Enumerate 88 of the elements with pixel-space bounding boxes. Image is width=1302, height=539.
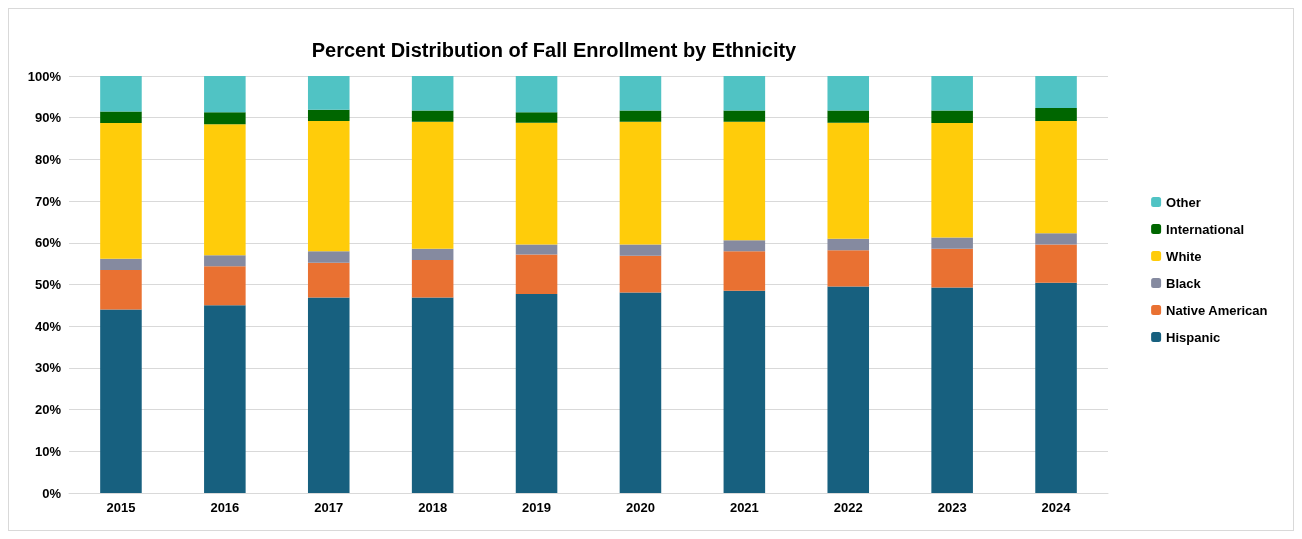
bar bbox=[827, 76, 870, 111]
legend-label: Other bbox=[1166, 194, 1201, 210]
bar bbox=[827, 122, 870, 239]
bar bbox=[515, 294, 558, 493]
y-tick-label: 60% bbox=[34, 235, 62, 251]
bar bbox=[931, 248, 973, 288]
bar bbox=[204, 76, 246, 113]
bar bbox=[100, 309, 142, 493]
legend-label: Hispanic bbox=[1166, 329, 1221, 345]
x-tick-label: 2021 bbox=[729, 500, 759, 515]
legend-label: International bbox=[1166, 221, 1245, 237]
bar bbox=[723, 290, 766, 493]
bar bbox=[307, 297, 350, 493]
bar bbox=[827, 250, 870, 287]
bar bbox=[515, 254, 558, 295]
y-tick-label: 80% bbox=[34, 151, 62, 167]
bar bbox=[931, 110, 973, 124]
y-tick-label: 0% bbox=[42, 485, 62, 501]
x-tick-label: 2017 bbox=[314, 500, 344, 515]
bar bbox=[827, 286, 870, 493]
x-tick-label: 2024 bbox=[1041, 500, 1072, 515]
bar bbox=[100, 123, 142, 259]
bar bbox=[515, 112, 558, 123]
bar bbox=[619, 110, 662, 122]
bar bbox=[723, 76, 766, 111]
bar bbox=[204, 266, 246, 306]
bar bbox=[827, 110, 870, 123]
bar bbox=[723, 240, 766, 252]
bar bbox=[100, 76, 142, 112]
bar bbox=[619, 292, 662, 493]
bar bbox=[931, 123, 973, 238]
y-tick-label: 70% bbox=[34, 193, 62, 209]
bar bbox=[515, 244, 558, 255]
x-tick-label: 2016 bbox=[210, 500, 240, 515]
bar bbox=[1035, 76, 1077, 109]
y-tick-label: 90% bbox=[34, 110, 62, 126]
chart-title: Percent Distribution of Fall Enrollment by Ethnicity bbox=[311, 39, 798, 61]
x-tick-label: 2018 bbox=[418, 500, 448, 515]
y-tick-label: 40% bbox=[34, 318, 62, 334]
legend-label: Native American bbox=[1166, 302, 1268, 318]
x-tick-label: 2019 bbox=[522, 500, 552, 515]
bar bbox=[619, 121, 662, 245]
bar bbox=[307, 251, 350, 263]
bar bbox=[100, 258, 142, 270]
x-tick-label: 2015 bbox=[106, 500, 136, 515]
bar bbox=[411, 259, 454, 298]
bar bbox=[931, 287, 973, 493]
bar bbox=[619, 76, 662, 111]
x-tick-label: 2020 bbox=[625, 500, 655, 515]
bar bbox=[411, 297, 454, 493]
bar bbox=[411, 76, 454, 111]
bar bbox=[1035, 233, 1077, 245]
bar bbox=[204, 255, 246, 267]
bar bbox=[411, 121, 454, 249]
x-tick-label: 2023 bbox=[937, 500, 967, 515]
bar bbox=[619, 255, 662, 293]
bar bbox=[204, 305, 246, 493]
bar bbox=[307, 262, 350, 298]
y-tick-label: 100% bbox=[27, 68, 62, 84]
y-tick-label: 10% bbox=[34, 443, 62, 459]
bar bbox=[100, 111, 142, 124]
y-tick-label: 20% bbox=[34, 402, 62, 418]
bar bbox=[827, 238, 870, 251]
bar bbox=[723, 121, 766, 241]
legend-label: Black bbox=[1166, 275, 1202, 291]
bar bbox=[307, 109, 350, 122]
bar bbox=[1035, 244, 1077, 283]
y-tick-label: 30% bbox=[34, 360, 62, 376]
bar bbox=[1035, 282, 1077, 493]
bar bbox=[1035, 108, 1077, 122]
bar bbox=[204, 124, 246, 256]
legend-label: White bbox=[1166, 248, 1202, 264]
x-tick-label: 2022 bbox=[833, 500, 863, 515]
bar bbox=[619, 244, 662, 256]
bar bbox=[931, 76, 973, 111]
bar bbox=[204, 112, 246, 125]
bar bbox=[1035, 121, 1077, 234]
bar bbox=[411, 248, 454, 260]
bar bbox=[307, 121, 350, 252]
bar bbox=[723, 110, 766, 122]
bar bbox=[307, 76, 350, 110]
bar bbox=[515, 122, 558, 245]
y-tick-label: 50% bbox=[34, 277, 62, 292]
bar bbox=[515, 76, 558, 113]
bar bbox=[411, 110, 454, 122]
bar bbox=[723, 251, 766, 291]
bar bbox=[100, 269, 142, 310]
bar bbox=[931, 237, 973, 249]
